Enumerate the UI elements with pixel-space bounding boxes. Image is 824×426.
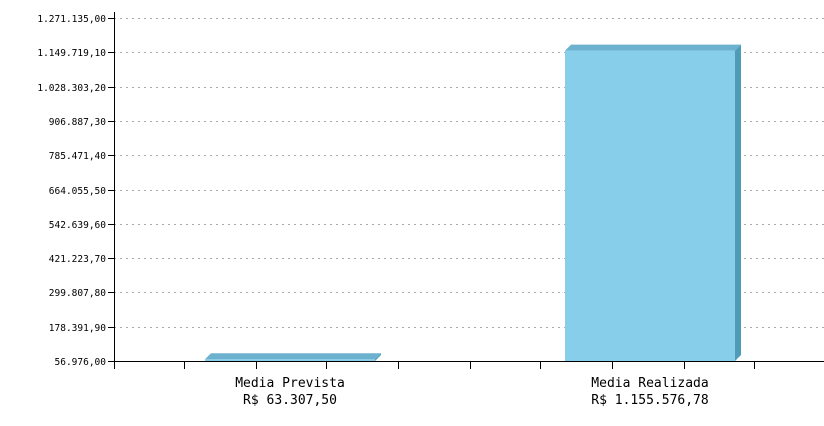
y-tick-label: 664.055,50 [49,186,106,197]
y-tick-label: 1.149.719,10 [37,48,106,59]
bar-side-face [735,44,741,362]
y-tick-label: 178.391,90 [49,323,106,334]
category-value-label: R$ 1.155.576,78 [591,393,708,408]
y-tick-label: 785.471,40 [49,151,106,162]
category-label: Media Prevista [235,376,345,391]
category-label: Media Realizada [591,376,708,391]
category-value-label: R$ 63.307,50 [243,393,337,408]
y-tick-label: 542.639,60 [49,220,106,231]
bar-side-face [375,353,381,361]
bar-top-face [565,44,741,51]
y-tick-label: 56.976,00 [55,357,107,368]
bar [205,359,375,361]
bar [565,50,735,362]
y-tick-label: 299.807,80 [49,288,106,299]
y-tick-label: 1.028.303,20 [37,83,106,94]
y-tick-label: 1.271.135,00 [37,14,106,25]
y-tick-label: 906.887,30 [49,117,106,128]
bar-top-face [205,353,381,360]
y-tick-label: 421.223,70 [49,254,106,265]
